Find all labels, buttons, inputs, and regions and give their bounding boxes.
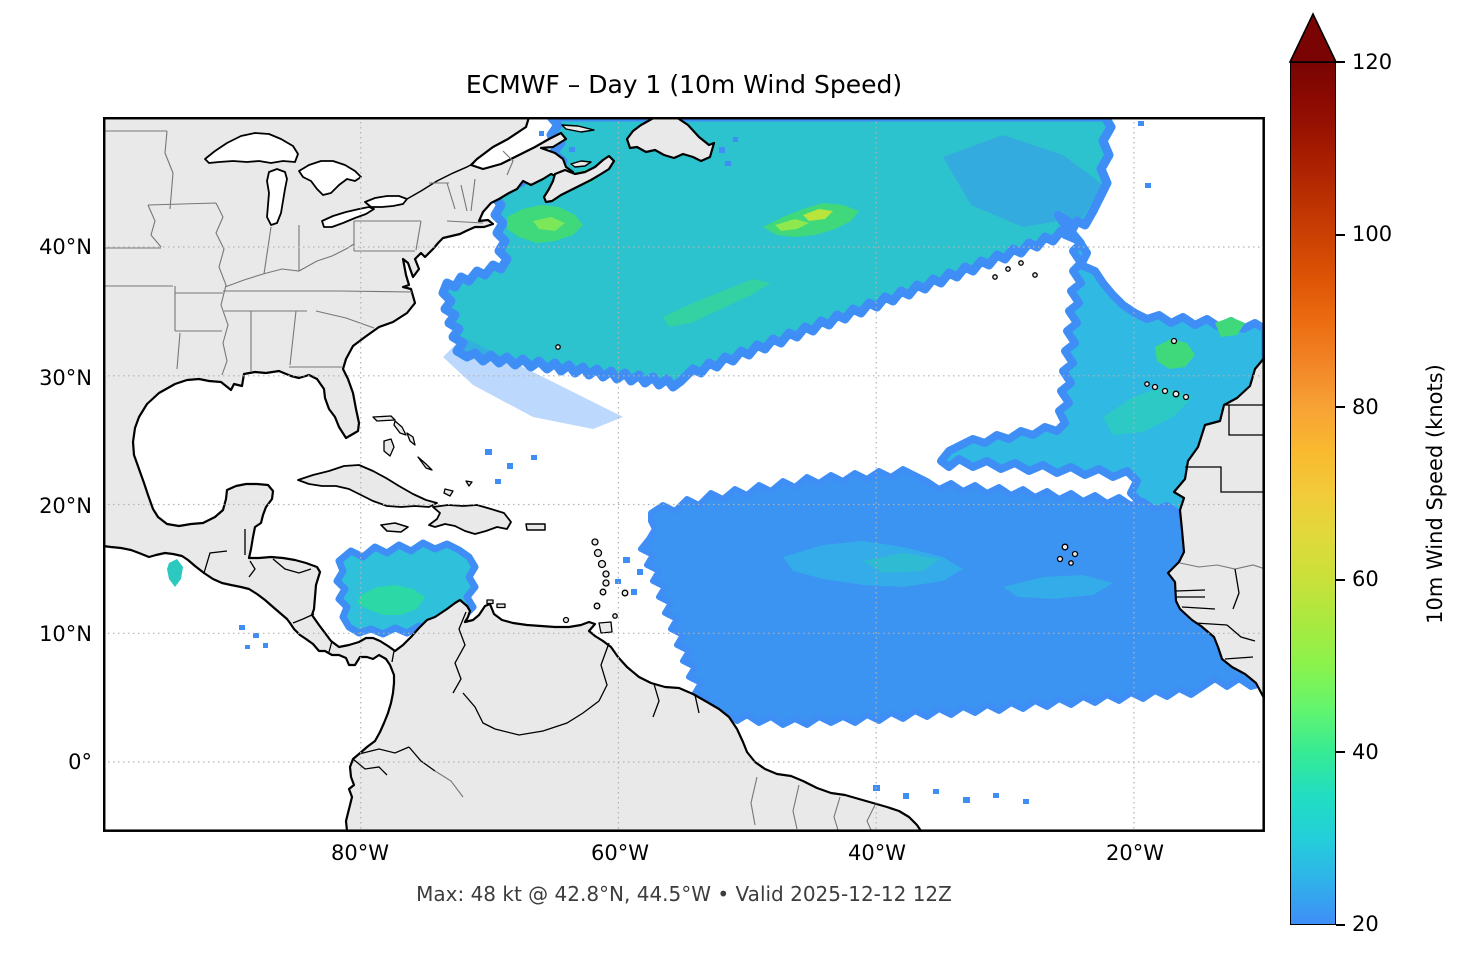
colorbar-tick-60 [1336,579,1345,581]
colorbar-extend-arrow [1288,12,1338,63]
newfoundland [625,117,716,163]
land-masses [103,117,1265,832]
y-tick-10n: 10°N [39,622,92,646]
colorbar-label-40: 40 [1352,740,1379,764]
state-borders [103,130,1265,831]
colorbar-tick-120 [1336,61,1345,63]
x-tick-40w: 40°W [848,841,906,865]
papagayo-specks [239,625,268,649]
colorbar-tick-80 [1336,406,1345,408]
jamaica [380,522,409,533]
x-tick-60w: 60°W [591,841,649,865]
anticosti-island [561,124,595,133]
hispaniola [428,504,512,535]
colorbar-label-120: 120 [1352,50,1393,74]
lake-huron [298,160,362,196]
colorbar-label-60: 60 [1352,567,1379,591]
lake-superior [204,132,299,164]
puerto-rico [525,523,546,531]
lake-michigan [266,168,288,226]
map-svg [103,117,1265,832]
colorbar [1290,62,1336,925]
y-tick-20n: 20°N [39,494,92,518]
colorbar-label-100: 100 [1352,222,1393,246]
americas-mainland [103,117,923,832]
gridlines [103,117,1265,832]
y-tick-30n: 30°N [39,366,92,390]
country-borders [203,404,1265,776]
lake-ontario [364,195,408,208]
colorbar-tick-20 [1336,924,1345,926]
x-tick-20w: 20°W [1106,841,1164,865]
x-tick-80w: 80°W [331,841,389,865]
nova-scotia [542,154,616,204]
map-axes [103,117,1265,832]
prince-edward-island [570,160,592,168]
st-lawrence-river [406,162,475,200]
africa [1166,355,1265,702]
max-valid-annotation: Max: 48 kt @ 42.8°N, 44.5°W • Valid 2025… [416,882,952,906]
small-islands [372,260,1190,634]
colorbar-tick-40 [1336,751,1345,753]
page-title: ECMWF – Day 1 (10m Wind Speed) [465,70,903,99]
tehuantepec-jet [167,559,183,587]
colorbar-axis-label: 10m Wind Speed (knots) [1423,364,1447,624]
y-tick-0: 0° [68,750,92,774]
colorbar-label-80: 80 [1352,395,1379,419]
colorbar-tick-100 [1336,234,1345,236]
y-tick-40n: 40°N [39,235,92,259]
colorbar-label-20: 20 [1352,912,1379,936]
axes-frame [103,117,1265,832]
